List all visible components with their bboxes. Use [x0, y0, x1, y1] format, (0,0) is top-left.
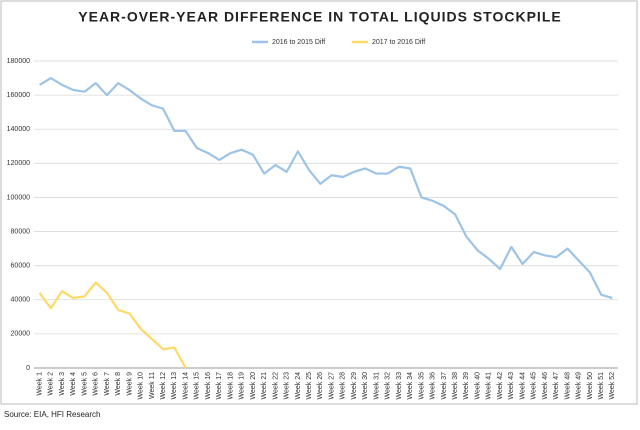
x-tick-label: Week 4	[70, 372, 77, 396]
x-tick-label: Week 24	[295, 372, 302, 400]
x-tick-label: Week 30	[362, 372, 369, 400]
x-tick-label: Week 10	[138, 372, 145, 400]
x-tick-label: Week 22	[272, 372, 279, 400]
x-tick-label: Week 39	[463, 372, 470, 400]
x-tick-label: Week 12	[160, 372, 167, 400]
x-tick-label: Week 40	[474, 372, 481, 400]
x-tick-label: Week 32	[385, 372, 392, 400]
y-tick-label: 40000	[11, 297, 31, 304]
x-tick-label: Week 11	[149, 372, 156, 399]
y-tick-label: 160000	[7, 92, 30, 99]
x-tick-label: Week 37	[441, 372, 448, 400]
x-tick-label: Week 46	[542, 372, 549, 400]
legend-label: 2017 to 2016 Diff	[372, 39, 425, 46]
x-tick-label: Week 7	[104, 372, 111, 396]
x-tick-label: Week 49	[576, 372, 583, 400]
source-note: Source: EIA, HFI Research	[4, 410, 100, 419]
y-tick-label: 180000	[7, 58, 30, 65]
x-tick-label: Week 16	[205, 372, 212, 400]
x-tick-label: Week 38	[452, 372, 459, 400]
x-tick-label: Week 36	[430, 372, 437, 400]
x-tick-label: Week 35	[418, 372, 425, 400]
x-tick-label: Week 48	[564, 372, 571, 400]
chart-frame	[0, 0, 638, 405]
x-tick-label: Week 19	[239, 372, 246, 400]
series-line	[39, 76, 613, 300]
chart-title: YEAR-OVER-YEAR DIFFERENCE IN TOTAL LIQUI…	[78, 9, 561, 25]
x-tick-label: Week 41	[486, 372, 493, 400]
x-tick-label: Week 44	[519, 372, 526, 400]
x-tick-label: Week 45	[531, 372, 538, 400]
x-tick-label: Week 28	[340, 372, 347, 400]
x-tick-label: Week 17	[216, 372, 223, 400]
x-tick-label: Week 15	[194, 372, 201, 400]
x-tick-label: Week 18	[227, 372, 234, 400]
x-tick-label: Week 52	[609, 372, 616, 400]
x-tick-label: Week 23	[284, 372, 291, 400]
legend-label: 2016 to 2015 Diff	[272, 39, 325, 46]
x-tick-label: Week 27	[328, 372, 335, 400]
y-tick-label: 80000	[11, 228, 31, 235]
y-tick-label: 20000	[11, 331, 31, 338]
x-tick-label: Week 14	[182, 372, 189, 400]
x-tick-label: Week 5	[81, 372, 88, 396]
x-tick-label: Week 51	[598, 372, 605, 400]
y-tick-label: 0	[26, 365, 30, 372]
y-tick-label: 120000	[7, 160, 30, 167]
y-tick-label: 140000	[7, 126, 30, 133]
x-tick-label: Week 8	[115, 372, 122, 396]
x-tick-label: Week 50	[587, 372, 594, 400]
x-tick-label: Week 2	[48, 372, 55, 396]
series-line	[38, 281, 187, 369]
x-tick-label: Week 29	[351, 372, 358, 400]
x-tick-label: Week 33	[396, 372, 403, 400]
x-tick-label: Week 3	[59, 372, 66, 396]
x-tick-label: Week 43	[508, 372, 515, 400]
y-tick-label: 100000	[7, 194, 30, 201]
x-tick-label: Week 6	[93, 372, 100, 396]
x-tick-label: Week 47	[553, 372, 560, 400]
x-tick-label: Week 9	[126, 372, 133, 396]
x-tick-label: Week 1	[36, 372, 43, 396]
x-tick-label: Week 26	[317, 372, 324, 400]
x-tick-label: Week 13	[171, 372, 178, 400]
x-tick-label: Week 31	[373, 372, 380, 400]
x-tick-label: Week 21	[261, 372, 268, 400]
x-tick-label: Week 25	[306, 372, 313, 400]
y-tick-label: 60000	[11, 263, 31, 270]
x-tick-label: Week 20	[250, 372, 257, 400]
x-tick-label: Week 42	[497, 372, 504, 400]
x-tick-label: Week 34	[407, 372, 414, 400]
